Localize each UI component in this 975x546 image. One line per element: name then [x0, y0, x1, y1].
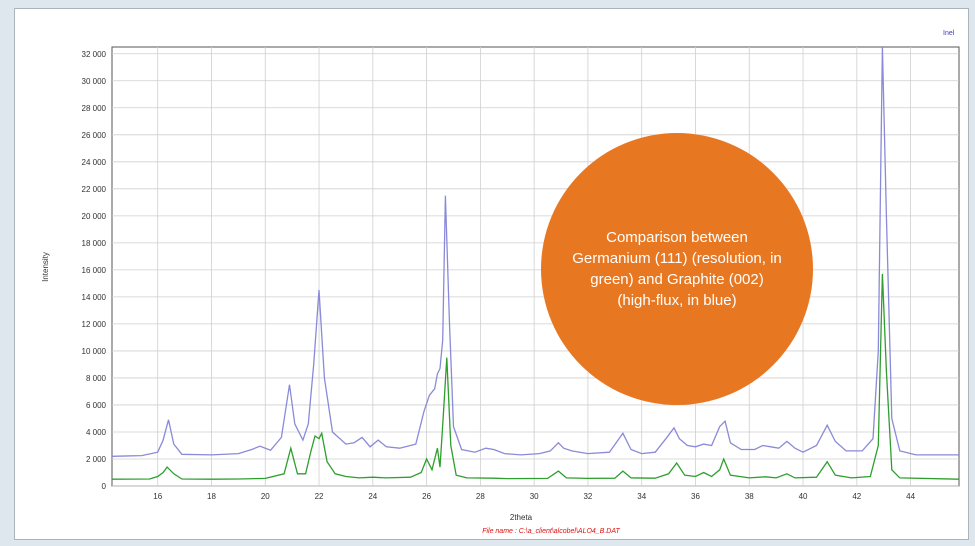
x-tick-label: 36: [691, 492, 700, 501]
y-tick-label: 32 000: [82, 50, 107, 59]
y-tick-label: 10 000: [82, 347, 107, 356]
x-tick-label: 26: [422, 492, 431, 501]
legend-tag: Inel: [943, 30, 955, 37]
y-tick-label: 28 000: [82, 104, 107, 113]
y-tick-label: 18 000: [82, 239, 107, 248]
x-tick-label: 28: [476, 492, 485, 501]
y-tick-label: 4 000: [86, 428, 107, 437]
y-tick-label: 14 000: [82, 293, 107, 302]
y-tick-label: 16 000: [82, 266, 107, 275]
xrd-chart: 16 18 20 22 24 26 28 30 32 34 36 38 40 42 44 0 2 000 4 0…: [41, 30, 960, 535]
y-tick-label: 6 000: [86, 401, 107, 410]
series-layer: [111, 46, 960, 480]
series-germanium-line: [111, 273, 960, 480]
x-tick-label: 32: [583, 492, 592, 501]
y-axis-title: Intensity: [41, 252, 50, 282]
y-tick-label: 30 000: [82, 77, 107, 86]
x-tick-label: 34: [637, 492, 646, 501]
y-tick-label: 12 000: [82, 320, 107, 329]
file-name-label: File name : C:\a_client\alcobel\ALO4_B.D…: [482, 528, 620, 535]
chart-frame: 16 18 20 22 24 26 28 30 32 34 36 38 40 42 44 0 2 000 4 0…: [14, 8, 969, 540]
y-tick-label: 0: [102, 482, 107, 491]
x-tick-label: 18: [207, 492, 216, 501]
x-tick-label: 20: [261, 492, 270, 501]
y-tick-label: 8 000: [86, 374, 107, 383]
y-tick-labels: 0 2 000 4 000 6 000 8 000 10 000 12 000 14 000 1…: [82, 50, 107, 491]
y-tick-label: 20 000: [82, 212, 107, 221]
y-tick-label: 2 000: [86, 455, 107, 464]
y-tick-label: 24 000: [82, 158, 107, 167]
x-tick-label: 22: [315, 492, 324, 501]
x-axis-title: 2theta: [510, 513, 533, 522]
x-tick-label: 30: [530, 492, 539, 501]
x-tick-label: 16: [153, 492, 162, 501]
x-tick-label: 40: [799, 492, 808, 501]
y-tick-label: 26 000: [82, 131, 107, 140]
x-tick-label: 42: [852, 492, 861, 501]
x-tick-label: 38: [745, 492, 754, 501]
plot-background: [111, 46, 960, 487]
callout-text: Comparison between Germanium (111) (reso…: [572, 229, 782, 309]
y-tick-label: 22 000: [82, 185, 107, 194]
series-graphite-line: [111, 46, 959, 457]
x-tick-label: 24: [368, 492, 377, 501]
x-tick-label: 44: [906, 492, 915, 501]
x-tick-labels: 16 18 20 22 24 26 28 30 32 34 36 38 40 42 44: [153, 492, 915, 501]
callout-bubble: Comparison between Germanium (111) (reso…: [541, 133, 813, 405]
